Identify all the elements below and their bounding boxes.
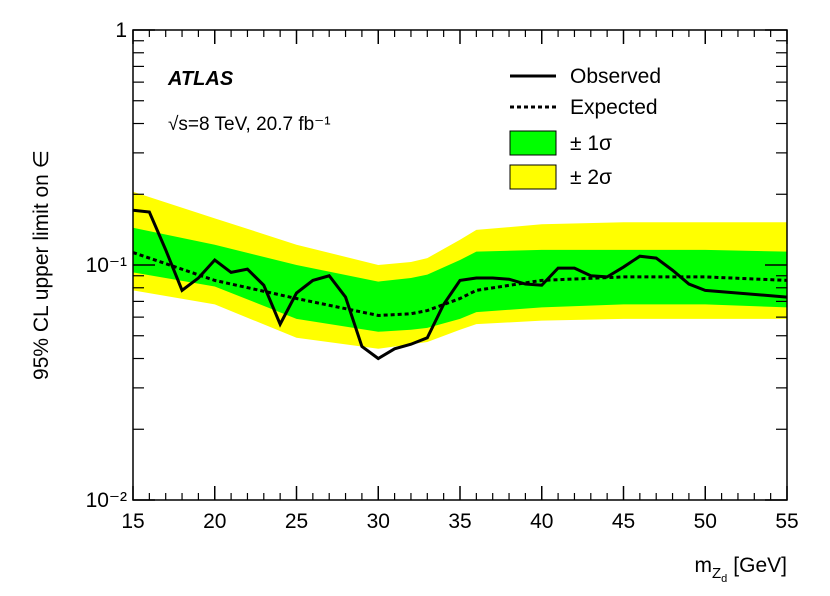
x-tick-label: 15 [121,510,144,533]
y-axis-label: 95% CL upper limit on ∈ [30,150,53,380]
x-label-main: m [695,554,713,577]
y-tick-label: 10⁻² [86,489,127,512]
energy-label: √s=8 TeV, 20.7 fb⁻¹ [168,114,331,135]
legend-label: ± 2σ [570,166,612,189]
x-tick-label: 50 [694,510,717,533]
axes: 15 20 25 30 35 40 45 50 55 10⁻² 10⁻¹ 1 [86,19,799,533]
y-tick-label: 1 [115,19,127,42]
x-tick-label: 40 [530,510,553,533]
limit-line [132,208,788,361]
x-tick-label: 30 [367,510,390,533]
experiment-label: ATLAS [167,68,234,90]
legend-label: Expected [570,96,658,119]
legend: Observed Expected ± 1σ ± 2σ [509,65,661,190]
x-tick-label: 25 [285,510,308,533]
legend-swatch [509,130,557,156]
limit-line [132,251,788,317]
x-tick-label: 45 [612,510,635,533]
legend-label: ± 1σ [570,132,612,155]
x-tick-label: 35 [448,510,471,533]
legend-label: Observed [570,65,661,88]
y-tick-label: 10⁻¹ [86,254,127,277]
x-label-subsub: d [721,573,727,585]
x-label-sub: Z [712,565,721,582]
lines [132,208,788,361]
x-tick-label: 20 [203,510,226,533]
x-axis-label: mZd [GeV] [695,554,788,585]
bands [133,191,787,349]
legend-swatch [509,164,557,190]
x-tick-label: 55 [775,510,798,533]
x-label-unit: [GeV] [733,554,787,577]
